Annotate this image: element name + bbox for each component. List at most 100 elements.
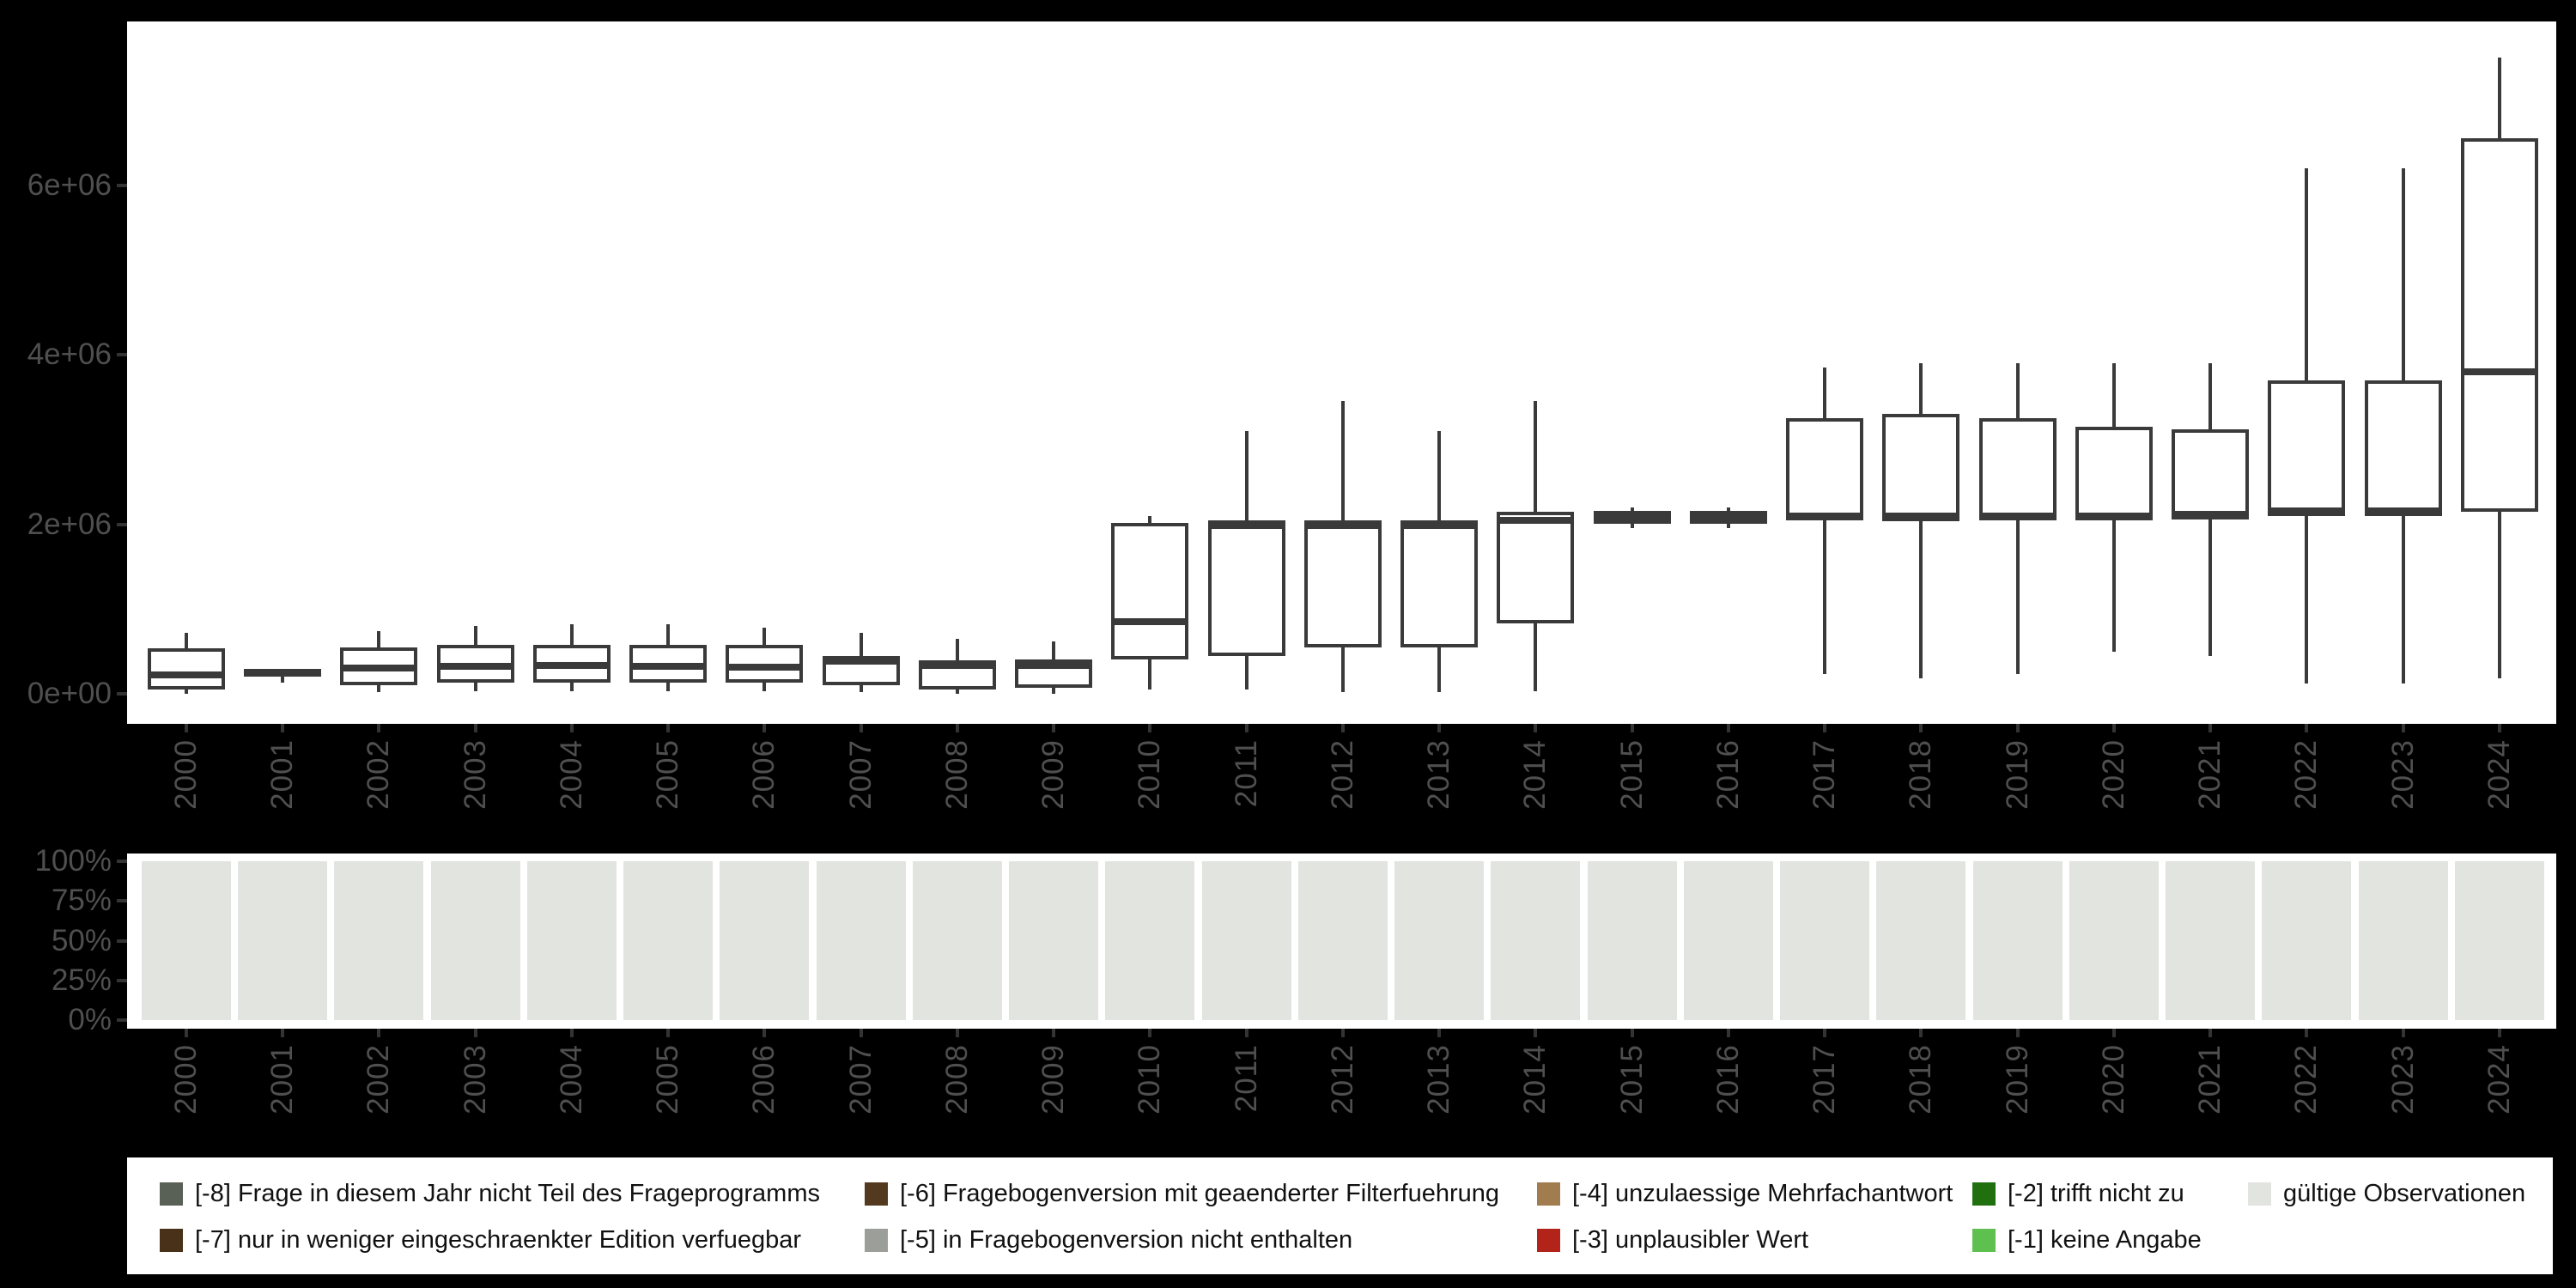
xtick-top-2002 xyxy=(377,724,381,732)
box-2017 xyxy=(1786,418,1864,520)
box-2018 xyxy=(1882,414,1960,521)
xlabel-top-2016: 2016 xyxy=(1710,739,1745,810)
xtick-top-2022 xyxy=(2305,724,2309,732)
median-2001 xyxy=(244,669,322,677)
xlabel-mid-2005: 2005 xyxy=(651,1044,685,1115)
bar-2019 xyxy=(1972,861,2063,1020)
xlabel-top-2013: 2013 xyxy=(1422,739,1456,810)
bar-2007 xyxy=(816,861,906,1020)
bar-2002 xyxy=(334,861,424,1020)
xlabel-mid-2013: 2013 xyxy=(1422,1044,1456,1115)
bar-2004 xyxy=(526,861,617,1020)
xtick-mid-2018 xyxy=(1919,1029,1923,1037)
bar-2006 xyxy=(720,861,810,1020)
xtick-top-2010 xyxy=(1148,724,1152,732)
xtick-mid-2020 xyxy=(2111,1029,2116,1037)
median-2024 xyxy=(2460,368,2538,375)
bar-2010 xyxy=(1105,861,1195,1020)
xlabel-top-2011: 2011 xyxy=(1229,739,1263,808)
bar-2009 xyxy=(1009,861,1099,1020)
median-2020 xyxy=(2075,512,2153,519)
median-2021 xyxy=(2172,510,2250,518)
xtick-mid-2019 xyxy=(2015,1029,2020,1037)
legend-item-4: [-4] unzulaessige Mehrfachantwort xyxy=(1537,1180,1953,1207)
legend-swatch-3 xyxy=(865,1228,888,1252)
xlabel-top-2005: 2005 xyxy=(651,739,685,810)
bar-2003 xyxy=(430,861,520,1020)
xtick-top-2016 xyxy=(1726,724,1730,732)
xtick-mid-2008 xyxy=(955,1029,959,1037)
xtick-mid-2010 xyxy=(1148,1029,1152,1037)
legend-item-0: [-8] Frage in diesem Jahr nicht Teil des… xyxy=(160,1180,820,1207)
xlabel-top-2022: 2022 xyxy=(2289,739,2324,810)
ytick-mark-mid-25% xyxy=(117,978,127,982)
xtick-mid-2005 xyxy=(666,1029,671,1037)
xtick-top-2011 xyxy=(1244,724,1249,732)
legend-item-1: [-7] nur in weniger eingeschraenkter Edi… xyxy=(160,1226,801,1254)
median-2013 xyxy=(1400,522,1479,530)
legend-label-5: [-3] unplausibler Wert xyxy=(1572,1225,1809,1254)
box-2012 xyxy=(1303,519,1382,647)
bar-2000 xyxy=(142,861,231,1020)
box-2013 xyxy=(1400,519,1479,647)
legend-swatch-5 xyxy=(1537,1228,1560,1252)
bar-2017 xyxy=(1780,861,1870,1020)
ytick-label-mid-50%: 50% xyxy=(51,923,112,957)
ytick-mark-mid-100% xyxy=(117,860,127,863)
legend-label-8: gültige Observationen xyxy=(2283,1179,2526,1207)
xtick-top-2019 xyxy=(2015,724,2020,732)
xtick-top-2021 xyxy=(2208,724,2213,732)
xlabel-mid-2006: 2006 xyxy=(747,1044,781,1115)
xtick-mid-2000 xyxy=(185,1029,188,1037)
bar-2001 xyxy=(238,861,328,1020)
box-2024 xyxy=(2460,138,2538,512)
xlabel-top-2015: 2015 xyxy=(1614,739,1649,810)
xtick-mid-2007 xyxy=(859,1029,863,1037)
xlabel-top-2008: 2008 xyxy=(939,739,974,810)
median-2023 xyxy=(2364,507,2442,514)
xlabel-top-2012: 2012 xyxy=(1325,739,1359,810)
median-2010 xyxy=(1111,618,1189,626)
xlabel-mid-2007: 2007 xyxy=(843,1044,878,1115)
xtick-top-2004 xyxy=(569,724,574,732)
xlabel-mid-2023: 2023 xyxy=(2385,1044,2420,1115)
xlabel-top-2003: 2003 xyxy=(458,739,492,810)
median-2019 xyxy=(1978,512,2057,519)
xtick-top-2003 xyxy=(473,724,477,732)
xtick-mid-2016 xyxy=(1726,1029,1730,1037)
box-2021 xyxy=(2172,428,2250,519)
xtick-mid-2015 xyxy=(1630,1029,1634,1037)
xtick-top-2013 xyxy=(1437,724,1442,732)
xtick-top-2012 xyxy=(1340,724,1345,732)
xtick-mid-2022 xyxy=(2305,1029,2309,1037)
bar-2015 xyxy=(1587,861,1677,1020)
box-2000 xyxy=(148,647,225,690)
box-2014 xyxy=(1497,511,1575,624)
median-2011 xyxy=(1207,522,1285,530)
ytick-mark-mid-0% xyxy=(117,1018,127,1022)
ytick-label-top-4e+06: 4e+06 xyxy=(27,337,112,371)
xtick-top-2015 xyxy=(1630,724,1634,732)
box-2020 xyxy=(2075,426,2153,520)
xtick-mid-2001 xyxy=(281,1029,285,1037)
legend-item-6: [-2] trifft nicht zu xyxy=(1972,1180,2184,1207)
xlabel-mid-2019: 2019 xyxy=(2000,1044,2034,1115)
ytick-label-top-2e+06: 2e+06 xyxy=(27,507,112,541)
legend-swatch-2 xyxy=(865,1182,888,1206)
median-2022 xyxy=(2268,507,2346,514)
legend-label-3: [-5] in Fragebogenversion nicht enthalte… xyxy=(900,1225,1353,1254)
xtick-mid-2004 xyxy=(569,1029,574,1037)
xtick-top-2009 xyxy=(1052,724,1056,732)
xtick-mid-2017 xyxy=(1823,1029,1827,1037)
median-2005 xyxy=(629,663,708,671)
xtick-top-2020 xyxy=(2111,724,2116,732)
ytick-mark-mid-75% xyxy=(117,899,127,903)
xlabel-mid-2012: 2012 xyxy=(1325,1044,1359,1115)
bar-2018 xyxy=(1876,861,1966,1020)
box-2010 xyxy=(1111,522,1189,660)
xlabel-mid-2014: 2014 xyxy=(1518,1044,1552,1115)
legend-item-3: [-5] in Fragebogenversion nicht enthalte… xyxy=(865,1226,1352,1254)
xlabel-mid-2010: 2010 xyxy=(1133,1044,1167,1115)
median-2009 xyxy=(1015,662,1093,670)
xlabel-mid-2024: 2024 xyxy=(2482,1044,2516,1115)
